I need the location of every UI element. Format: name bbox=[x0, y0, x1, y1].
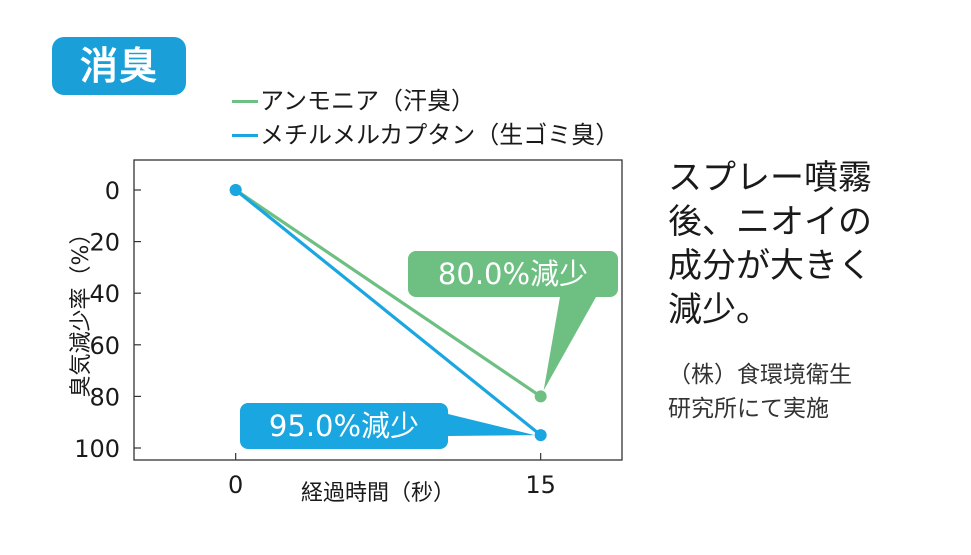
chart-legend: アンモニア（汗臭） メチルメルカプタン（生ゴミ臭） bbox=[232, 84, 619, 152]
x-axis-title: 経過時間（秒） bbox=[301, 481, 455, 506]
result-description: スプレー噴霧 後、ニオイの 成分が大きく 減少。 bbox=[668, 158, 872, 330]
data-point-mercaptan bbox=[534, 429, 547, 442]
y-tick-label: 0 bbox=[105, 177, 120, 205]
test-lab-note: （株）食環境衛生 研究所にて実施 bbox=[668, 362, 852, 422]
y-tick-label: 40 bbox=[89, 280, 120, 308]
y-tick-label: 80 bbox=[89, 383, 120, 411]
legend-item-mercaptan: メチルメルカプタン（生ゴミ臭） bbox=[232, 118, 619, 152]
callout-label-mercaptan: 95.0%減少 bbox=[269, 409, 419, 443]
y-tick-label: 100 bbox=[74, 435, 120, 463]
series-line-ammonia bbox=[234, 188, 542, 398]
data-point-ammonia bbox=[534, 390, 547, 403]
legend-swatch-mercaptan bbox=[232, 133, 258, 137]
y-tick-label: 20 bbox=[89, 229, 120, 257]
callout-pointer-ammonia bbox=[543, 297, 596, 391]
callout-pointer-mercaptan bbox=[448, 414, 535, 436]
deodorize-badge: 消臭 bbox=[52, 37, 186, 95]
y-tick-label: 60 bbox=[89, 332, 120, 360]
legend-item-ammonia: アンモニア（汗臭） bbox=[232, 84, 619, 118]
callout-box-mercaptan bbox=[240, 403, 448, 449]
series-line-mercaptan bbox=[234, 188, 542, 437]
x-tick-label: 0 bbox=[228, 471, 243, 499]
callout-label-ammonia: 80.0%減少 bbox=[438, 257, 588, 291]
x-tick-label: 15 bbox=[525, 471, 556, 499]
legend-label-mercaptan: メチルメルカプタン（生ゴミ臭） bbox=[260, 121, 620, 149]
data-point-mercaptan bbox=[229, 184, 242, 196]
y-axis-title: 臭気減少率（%） bbox=[69, 223, 94, 398]
callout-box-ammonia bbox=[408, 251, 618, 297]
legend-swatch-ammonia bbox=[232, 99, 258, 103]
plot-frame bbox=[133, 159, 623, 461]
legend-label-ammonia: アンモニア（汗臭） bbox=[260, 87, 476, 115]
